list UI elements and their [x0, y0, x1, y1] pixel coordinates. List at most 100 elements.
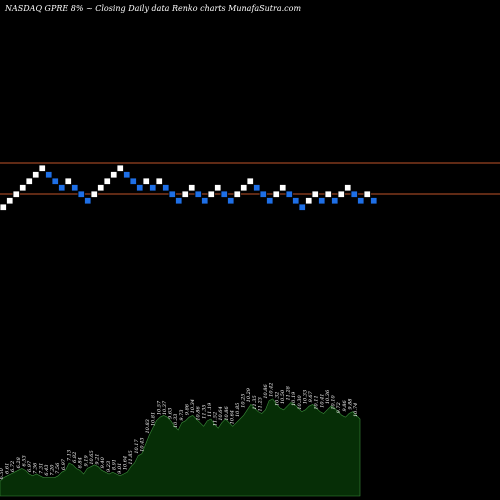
- renko-brick-down: [220, 190, 228, 198]
- renko-brick-up: [38, 164, 46, 172]
- renko-brick-up: [181, 190, 189, 198]
- renko-brick-up: [19, 184, 27, 192]
- renko-brick-down: [194, 190, 202, 198]
- volume-label: 10.32: [274, 392, 280, 406]
- volume-label: 11.28: [286, 386, 292, 400]
- renko-brick-down: [136, 184, 144, 192]
- volume-label: 9.23: [106, 461, 112, 472]
- renko-brick-down: [253, 184, 261, 192]
- volume-label: 10.43: [139, 438, 145, 452]
- renko-brick-up: [116, 164, 124, 172]
- renko-brick-up: [207, 190, 215, 198]
- renko-brick-up: [344, 184, 352, 192]
- volume-label: 10.36: [325, 389, 331, 404]
- renko-brick-down: [168, 190, 176, 198]
- volume-label: 11.35: [201, 405, 207, 419]
- renko-brick-down: [266, 197, 274, 205]
- renko-brick-up: [25, 177, 33, 185]
- volume-label: 9.01: [117, 463, 123, 474]
- renko-brick-down: [162, 184, 170, 192]
- volume-label: 8.84: [78, 457, 84, 468]
- renko-brick-down: [77, 190, 85, 198]
- volume-label: 11.85: [128, 450, 134, 464]
- renko-brick-up: [0, 203, 7, 211]
- volume-label: 10.64: [218, 406, 224, 420]
- renko-brick-down: [350, 190, 358, 198]
- volume-label: 6.61: [5, 463, 11, 474]
- renko-brick-down: [259, 190, 267, 198]
- renko-brick-down: [227, 197, 235, 205]
- volume-label: 10.86: [263, 384, 269, 399]
- renko-brick-down: [318, 197, 326, 205]
- renko-brick-up: [214, 184, 222, 192]
- renko-brick-down: [370, 197, 378, 205]
- volume-label: 10.74: [353, 403, 359, 417]
- volume-label: 10.29: [246, 387, 252, 402]
- renko-brick-up: [363, 190, 371, 198]
- renko-brick-up: [188, 184, 196, 192]
- renko-brick-up: [311, 190, 319, 198]
- volume-label: 10.50: [280, 389, 286, 404]
- renko-brick-up: [110, 171, 118, 179]
- volume-label: 6.50: [0, 467, 5, 479]
- volume-label: 10.41: [319, 394, 325, 408]
- renko-brick-up: [272, 190, 280, 198]
- volume-labels: 6.50 6.61 6.72 6.28 6.53 6.97 7.36 7.31 6.43 7.20…: [0, 383, 359, 480]
- volume-label: 10.65: [89, 450, 95, 464]
- volume-label: 7.31: [38, 463, 44, 474]
- renko-brick-down: [71, 184, 79, 192]
- volume-label: 10.30: [297, 395, 303, 410]
- volume-area-path: [0, 398, 361, 497]
- volume-label: 6.28: [16, 457, 22, 468]
- volume-label: 6.82: [72, 452, 78, 463]
- volume-label: 10.10: [331, 395, 337, 410]
- volume-label: 6.72: [10, 461, 16, 472]
- volume-label: 9.63: [168, 408, 174, 419]
- volume-label: 10.42: [269, 383, 275, 397]
- volume-label: 10.64: [229, 410, 235, 424]
- chart-title: NASDAQ GPRE 8% ~ Closing Daily data Renk…: [4, 4, 301, 13]
- volume-label: 10.86: [196, 406, 202, 421]
- volume-label: 7.20: [50, 464, 56, 476]
- volume-label: 9.21: [95, 454, 101, 465]
- volume-label: 11.23: [257, 397, 263, 411]
- renko-brick-down: [58, 184, 66, 192]
- volume-label: 10.64: [123, 456, 129, 470]
- volume-label: 10.85: [235, 403, 241, 417]
- volume-label: 7.56: [55, 462, 61, 474]
- renko-brick-up: [6, 197, 14, 205]
- renko-brick-up: [279, 184, 287, 192]
- renko-brick-up: [90, 190, 98, 198]
- renko-brick-down: [357, 197, 365, 205]
- renko-brick-up: [103, 177, 111, 185]
- renko-brick-down: [45, 171, 53, 179]
- volume-label: 11.35: [252, 395, 258, 409]
- renko-brick-down: [175, 197, 183, 205]
- renko-bricks: [0, 164, 378, 211]
- renko-brick-down: [201, 197, 209, 205]
- renko-brick-down: [298, 203, 306, 211]
- volume-label: 9.86: [184, 403, 190, 415]
- renko-brick-up: [12, 190, 20, 198]
- volume-label: 10.19: [291, 391, 297, 406]
- volume-label: 11.52: [213, 412, 219, 426]
- volume-label: 9.88: [347, 399, 353, 410]
- volume-label: 10.17: [134, 439, 140, 454]
- renko-brick-up: [142, 177, 150, 185]
- volume-label: 9.40: [100, 456, 106, 468]
- renko-brick-up: [337, 190, 345, 198]
- volume-label: 10.37: [162, 400, 168, 415]
- renko-brick-up: [324, 190, 332, 198]
- renko-brick-down: [285, 190, 293, 198]
- renko-brick-down: [331, 197, 339, 205]
- volume-label: 6.53: [21, 455, 27, 466]
- volume-label: 10.33: [302, 390, 308, 404]
- volume-label: 8.91: [111, 459, 117, 470]
- volume-label: 9.72: [336, 402, 342, 413]
- volume-label: 10.25: [241, 394, 247, 408]
- volume-label: 6.97: [27, 460, 33, 472]
- volume-label: 9.19: [83, 455, 89, 467]
- renko-brick-down: [123, 171, 131, 179]
- volume-label: 7.13: [66, 450, 72, 461]
